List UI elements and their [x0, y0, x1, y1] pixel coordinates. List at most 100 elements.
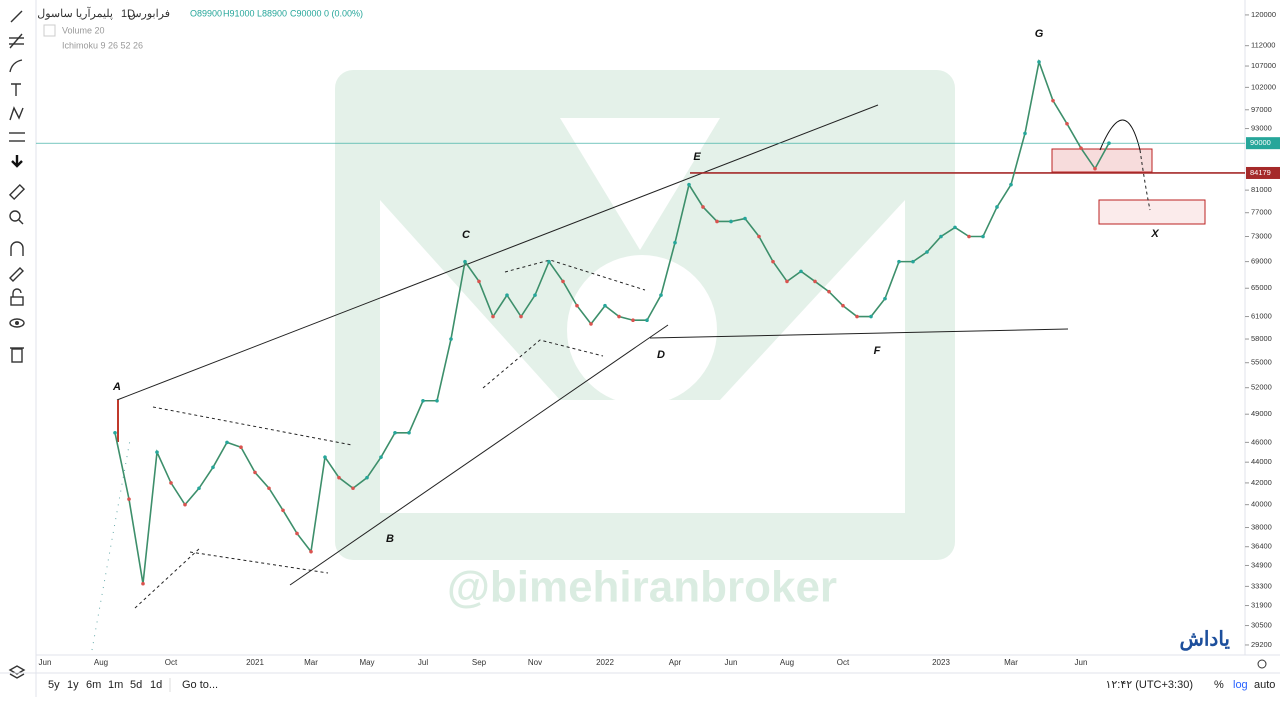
auto-toggle[interactable]: auto	[1254, 679, 1275, 691]
tool-text[interactable]	[11, 83, 21, 96]
log-toggle[interactable]: log	[1233, 679, 1248, 691]
price-point	[575, 303, 579, 308]
price-point	[953, 225, 957, 230]
ohlc-close: C90000	[290, 8, 322, 18]
range-button[interactable]: 1y	[67, 679, 79, 691]
wave-label: D	[657, 349, 665, 361]
tool-eye[interactable]	[9, 318, 25, 328]
price-point	[323, 455, 327, 459]
price-point	[841, 303, 845, 308]
y-tick-label: 31900	[1251, 601, 1272, 610]
range-button[interactable]: 5d	[130, 679, 142, 691]
price-tag	[1246, 166, 1280, 179]
price-point	[1009, 182, 1013, 187]
price-point	[827, 289, 831, 294]
tool-path[interactable]	[9, 59, 23, 73]
x-tick-label: Jun	[1075, 658, 1088, 667]
tool-pattern[interactable]	[9, 106, 24, 121]
price-point	[351, 486, 355, 491]
price-point	[141, 581, 145, 586]
range-button[interactable]: 1d	[150, 679, 162, 691]
trend-line	[289, 324, 669, 586]
arc	[1099, 119, 1141, 151]
y-tick-label: 34900	[1251, 560, 1272, 569]
price-point	[883, 296, 887, 301]
price-point	[225, 440, 229, 445]
price-point	[813, 279, 817, 284]
trend-line	[649, 328, 1069, 339]
price-point	[463, 259, 467, 264]
price-tag-label: 84179	[1250, 168, 1271, 177]
tool-forecast[interactable]	[9, 132, 25, 142]
tool-trash[interactable]	[10, 347, 24, 363]
percent-toggle[interactable]: %	[1214, 679, 1224, 691]
price-point	[155, 450, 159, 454]
dotted-line	[91, 439, 131, 651]
price-point	[407, 430, 411, 435]
x-tick-label: 2021	[246, 658, 264, 667]
price-point	[589, 322, 593, 326]
ichimoku-indicator[interactable]: Ichimoku 9 26 52 26	[62, 40, 143, 50]
price-point	[379, 455, 383, 459]
price-point	[967, 234, 971, 239]
y-tick-label: 97000	[1251, 105, 1272, 114]
price-point	[127, 497, 131, 501]
ohlc-low: L88900	[257, 8, 287, 18]
price-point	[1023, 131, 1027, 136]
price-point	[449, 337, 453, 341]
range-button[interactable]: 5y	[48, 679, 60, 691]
tool-fib[interactable]	[9, 33, 24, 49]
x-tick-label: Apr	[669, 658, 682, 667]
wave-label: X	[1150, 228, 1159, 240]
symbol: پلیمرآریا ساسول	[37, 7, 113, 20]
price-point	[169, 481, 173, 485]
price-point	[645, 318, 649, 323]
x-tick-label: Aug	[780, 658, 794, 667]
collapse-button[interactable]	[43, 24, 56, 37]
range-button[interactable]: 6m	[86, 679, 101, 691]
y-tick-label: 36400	[1251, 542, 1272, 551]
tool-zoom[interactable]	[9, 210, 24, 225]
timezone[interactable]: ۱۲:۴۲ (UTC+3:30)	[1105, 679, 1193, 691]
tool-lock[interactable]	[10, 288, 24, 306]
price-line-series	[114, 58, 1110, 584]
price-point	[477, 279, 481, 284]
price-point	[1037, 60, 1041, 64]
interval: 1D	[121, 8, 135, 20]
price-point	[1051, 98, 1055, 103]
wave-label: E	[693, 151, 701, 163]
x-tick-label: Sep	[472, 658, 487, 667]
wave-label: B	[386, 533, 394, 545]
y-tick-label: 112000	[1251, 41, 1275, 50]
y-tick-label: 107000	[1251, 61, 1276, 70]
y-tick-label: 46000	[1251, 437, 1272, 446]
tool-magnet[interactable]	[10, 241, 24, 256]
price-tag-label: 90000	[1250, 138, 1271, 147]
legend-header: فرابورس 1D پلیمرآریا ساسول O89900 H91000…	[37, 7, 363, 50]
price-point	[911, 259, 915, 264]
goto-button[interactable]: Go to...	[182, 679, 218, 691]
settings-button[interactable]	[1257, 659, 1267, 669]
y-tick-label: 29200	[1251, 640, 1272, 649]
price-point	[309, 549, 313, 554]
price-point	[757, 234, 761, 239]
price-point	[1107, 141, 1111, 145]
tool-ruler[interactable]	[8, 183, 26, 201]
tool-lock-draw[interactable]	[9, 267, 24, 282]
tool-cursor[interactable]	[10, 10, 23, 23]
price-point	[603, 303, 607, 308]
range-button[interactable]: 1m	[108, 679, 123, 691]
price-point	[659, 293, 663, 297]
bottom-bar: 5y 1y 6m 1m 5d 1d Go to... ۱۲:۴۲ (UTC+3:…	[48, 659, 1275, 692]
wave-label: G	[1035, 28, 1044, 40]
price-point	[799, 269, 803, 274]
volume-indicator[interactable]: Volume 20	[62, 25, 105, 35]
y-tick-label: 77000	[1251, 208, 1272, 217]
y-tick-label: 49000	[1251, 409, 1272, 418]
tool-arrow[interactable]	[11, 155, 23, 168]
price-tag	[1246, 137, 1280, 150]
price-point	[897, 259, 901, 264]
x-tick-label: Oct	[837, 658, 850, 667]
price-point	[981, 234, 985, 239]
